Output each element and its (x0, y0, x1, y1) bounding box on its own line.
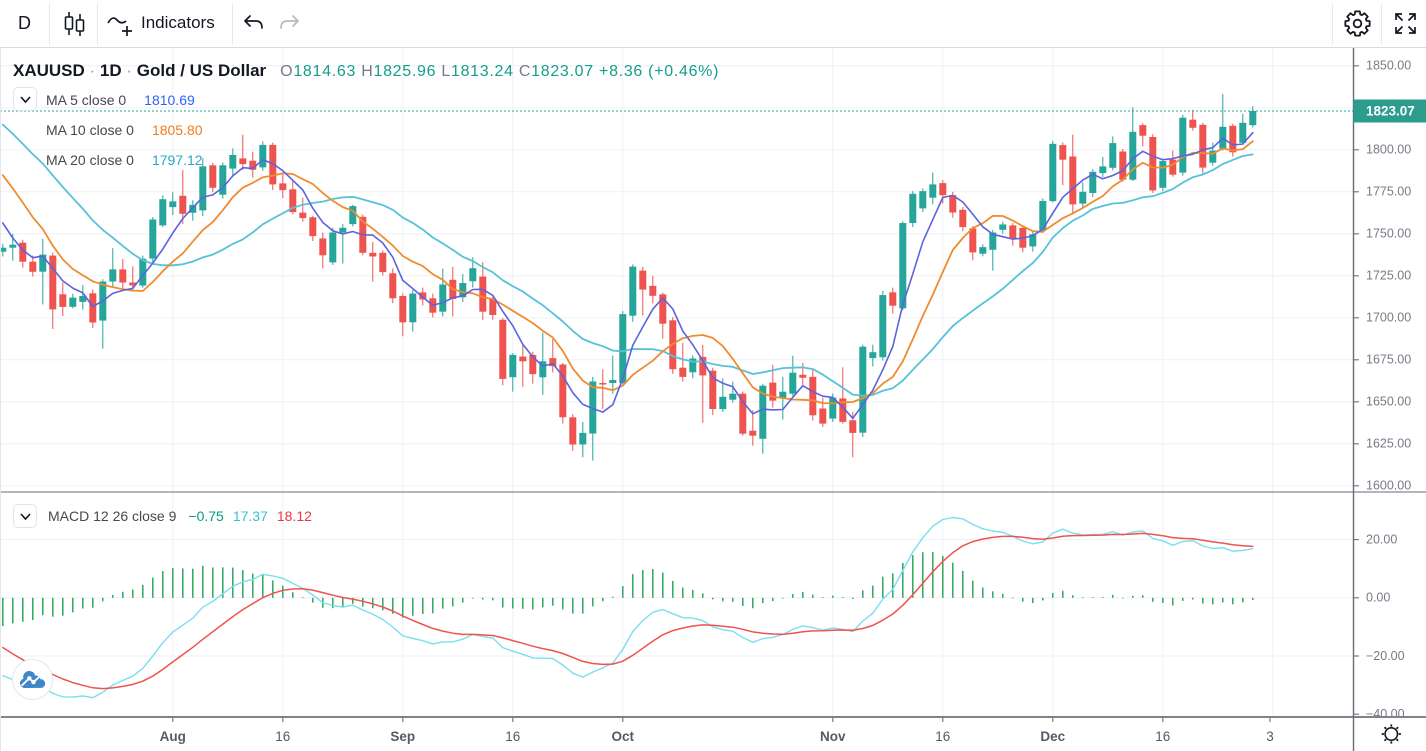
svg-text:1675.00: 1675.00 (1366, 353, 1411, 367)
svg-text:1600.00: 1600.00 (1366, 479, 1411, 493)
svg-text:Nov: Nov (820, 729, 846, 744)
svg-text:16: 16 (1155, 729, 1170, 744)
svg-text:1750.00: 1750.00 (1366, 227, 1411, 241)
svg-text:Aug: Aug (160, 729, 186, 744)
svg-text:1625.00: 1625.00 (1366, 437, 1411, 451)
svg-text:Oct: Oct (612, 729, 635, 744)
svg-text:3: 3 (1266, 729, 1274, 744)
svg-text:Sep: Sep (390, 729, 415, 744)
svg-text:16: 16 (935, 729, 950, 744)
svg-text:1800.00: 1800.00 (1366, 143, 1411, 157)
svg-text:1823.07: 1823.07 (1366, 104, 1415, 119)
svg-text:20.00: 20.00 (1366, 532, 1397, 546)
svg-text:1650.00: 1650.00 (1366, 395, 1411, 409)
svg-text:1725.00: 1725.00 (1366, 269, 1411, 283)
svg-text:1700.00: 1700.00 (1366, 311, 1411, 325)
svg-text:16: 16 (505, 729, 520, 744)
svg-text:0.00: 0.00 (1366, 591, 1390, 605)
svg-text:1775.00: 1775.00 (1366, 185, 1411, 199)
svg-text:1850.00: 1850.00 (1366, 59, 1411, 73)
svg-text:16: 16 (275, 729, 290, 744)
svg-text:−20.00: −20.00 (1366, 649, 1405, 663)
svg-text:Dec: Dec (1040, 729, 1065, 744)
svg-text:−40.00: −40.00 (1366, 707, 1405, 721)
